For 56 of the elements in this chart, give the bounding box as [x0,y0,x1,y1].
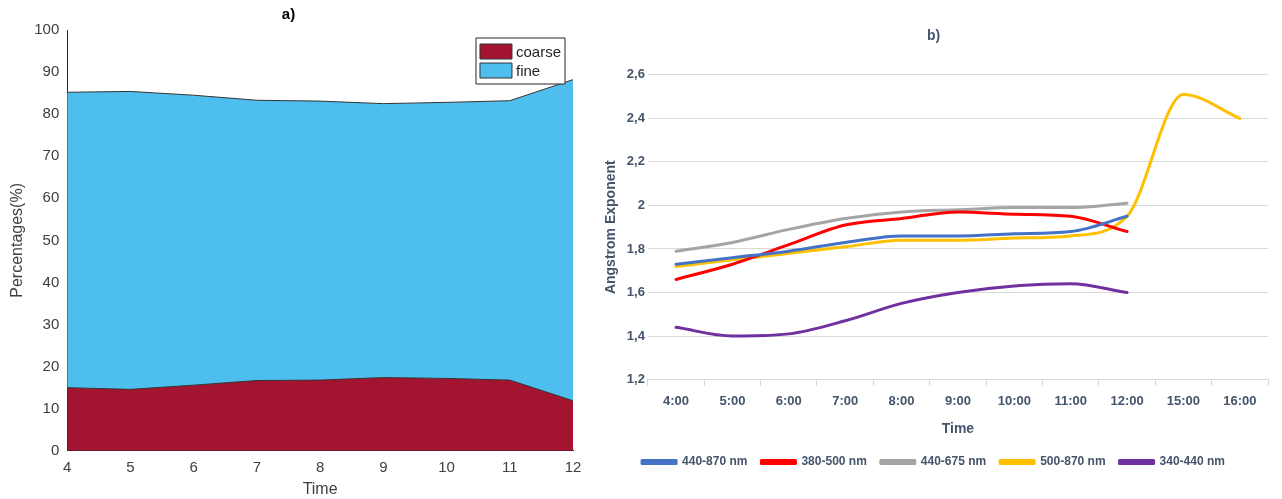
x-tick-label: 15:00 [1166,392,1201,408]
y-tick-label: 2,2 [626,153,645,169]
y-tick-label: 1,4 [626,327,646,343]
x-tick-label: 12:00 [1110,392,1144,408]
x-tick-label: 7 [252,457,262,475]
chart-title: a) [281,5,296,23]
x-tick-label: 9 [379,457,388,475]
y-axis-title: Angstrom Exponent [602,159,619,295]
y-tick-label: 40 [42,272,60,290]
legend-label: fine [515,61,541,79]
y-tick-label: 60 [42,188,60,206]
legend-label: 340-440 nm [1159,454,1225,469]
x-tick-label: 6:00 [775,392,802,408]
x-tick-label: 5:00 [719,392,746,408]
y-tick-label: 1,6 [626,284,645,300]
line-series [674,214,1129,266]
x-tick-label: 11:00 [1054,392,1087,408]
line-series [674,92,1242,268]
line-series [674,282,1129,338]
y-tick-label: 2,6 [626,66,645,82]
chart-title: b) [926,27,941,44]
y-tick-label: 50 [42,230,60,248]
x-tick-label: 7:00 [832,392,859,408]
y-tick-label: 2 [637,197,645,213]
x-tick-label: 16:00 [1223,392,1257,408]
x-axis-title: Time [941,420,975,437]
x-axis-title: Time [302,479,338,497]
legend-label: 440-675 nm [920,454,987,469]
x-tick-label: 4 [63,457,72,475]
y-tick-label: 0 [50,440,60,458]
y-tick-label: 1,2 [626,371,645,387]
y-tick-label: 90 [42,62,60,80]
legend-label: 500-870 nm [1040,454,1106,469]
x-tick-label: 6 [189,457,198,475]
x-tick-label: 4:00 [663,392,690,408]
y-tick-label: 80 [42,104,60,122]
legend-label: coarse [515,42,562,60]
x-tick-label: 8:00 [888,392,915,408]
y-tick-label: 2,4 [626,109,646,125]
y-tick-label: 70 [42,146,60,164]
y-axis-title: Percentages(%) [8,183,26,298]
x-tick-label: 11 [501,457,518,475]
line-series [674,201,1129,253]
x-tick-label: 12 [564,457,582,475]
x-tick-label: 8 [315,457,325,475]
y-tick-label: 20 [42,356,60,374]
x-tick-label: 10 [438,457,455,475]
legend-label: 440-870 nm [682,454,748,469]
line-series [674,210,1129,281]
x-tick-label: 5 [126,457,135,475]
legend-label: 380-500 nm [801,454,867,469]
y-tick-label: 1,8 [626,240,645,256]
y-tick-label: 100 [34,20,60,38]
y-tick-label: 30 [42,314,60,332]
x-tick-label: 10:00 [997,392,1031,408]
x-tick-label: 9:00 [944,392,971,408]
